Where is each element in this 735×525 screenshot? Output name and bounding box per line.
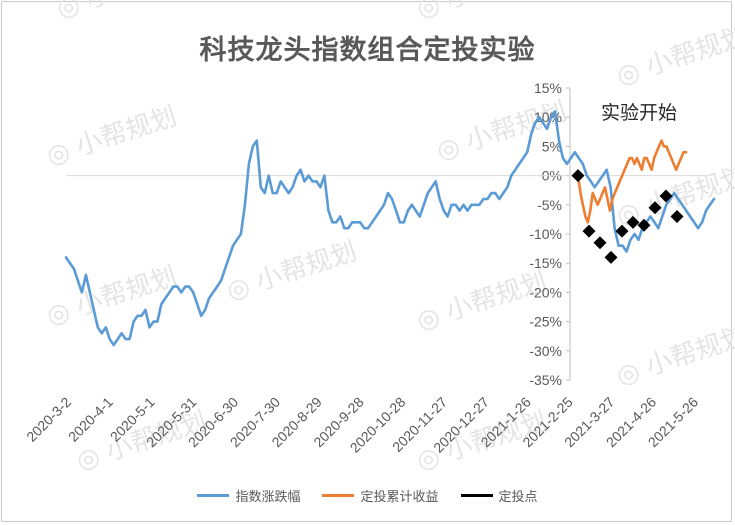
legend-label-return: 定投累计收益 — [360, 490, 439, 505]
investment-point-marker — [593, 236, 607, 250]
y-tick-label: -15% — [529, 255, 562, 271]
legend-label-points: 定投点 — [498, 490, 538, 505]
watermark-text: ◎ 小帮规划 — [43, 101, 181, 171]
x-axis: 2020-3-22020-4-12020-5-12020-5-312020-6-… — [23, 175, 706, 456]
y-tick-label: -20% — [529, 284, 562, 300]
investment-point-marker — [670, 209, 684, 223]
watermark-text: ◎ 小帮规划 — [53, 0, 191, 25]
investment-point-marker — [659, 189, 673, 203]
experiment-start-annotation: 实验开始 — [601, 102, 677, 124]
watermark-text: ◎ 小帮规划 — [413, 0, 551, 25]
y-tick-label: -10% — [529, 226, 562, 242]
legend-item-return: 定投累计收益 — [322, 486, 439, 505]
legend: 指数涨跌幅 定投累计收益 定投点 — [0, 486, 735, 505]
investment-point-marker — [571, 169, 585, 183]
legend-label-index: 指数涨跌幅 — [235, 490, 301, 505]
watermark-text: ◎ 小帮规划 — [223, 236, 361, 306]
watermark-text: ◎ 小帮规划 — [613, 321, 735, 391]
investment-point-marker — [615, 224, 629, 238]
investment-point-marker — [648, 201, 662, 215]
return-series-line — [576, 139, 688, 224]
y-tick-label: -35% — [529, 372, 562, 388]
investment-point-marker — [626, 215, 640, 229]
index-series-line — [64, 110, 716, 347]
y-tick-label: -30% — [529, 343, 562, 359]
y-axis: 15%10%5%0%-5%-10%-15%-20%-25%-30%-35% — [529, 80, 571, 388]
legend-item-index: 指数涨跌幅 — [197, 486, 300, 505]
investment-point-marker — [582, 224, 596, 238]
watermark-text: ◎ 小帮规划 — [43, 261, 181, 331]
x-tick-label: 2020-3-2 — [23, 394, 74, 445]
y-tick-label: -25% — [529, 314, 562, 330]
y-tick-label: 15% — [534, 80, 562, 96]
series-layer — [64, 110, 716, 347]
investment-point-marker — [604, 250, 618, 264]
y-tick-label: 5% — [542, 138, 562, 154]
legend-swatch-return — [322, 494, 355, 497]
legend-item-points: 定投点 — [460, 486, 538, 505]
legend-swatch-index — [197, 494, 230, 497]
legend-swatch-points — [460, 494, 493, 497]
investment-point-marker — [637, 218, 651, 232]
watermark-text: ◎ 小帮规划 — [433, 96, 571, 166]
y-tick-label: -5% — [537, 197, 562, 213]
chart-title: 科技龙头指数组合定投实验 — [199, 35, 536, 66]
